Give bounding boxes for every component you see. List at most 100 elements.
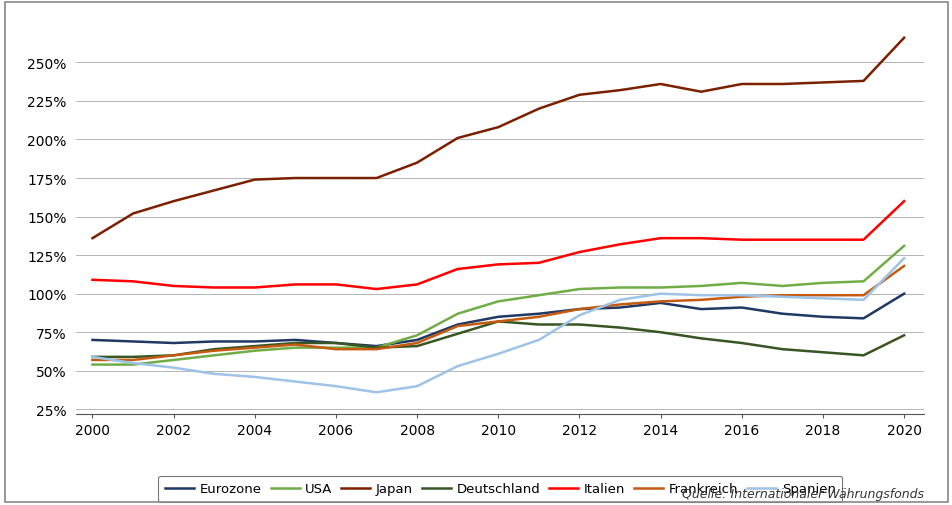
Italien: [614, 242, 625, 248]
USA: [492, 299, 504, 305]
Deutschland: [87, 354, 98, 360]
Line: Deutschland: Deutschland: [92, 322, 903, 357]
Deutschland: [411, 343, 423, 349]
Spanien: [208, 371, 220, 377]
Frankreich: [168, 352, 179, 359]
Line: Frankreich: Frankreich: [92, 267, 903, 360]
Italien: [370, 286, 382, 292]
Deutschland: [492, 319, 504, 325]
Italien: [492, 262, 504, 268]
Spanien: [695, 292, 706, 298]
USA: [654, 285, 665, 291]
Frankreich: [87, 357, 98, 363]
USA: [573, 286, 585, 292]
Deutschland: [654, 330, 665, 336]
Japan: [898, 36, 909, 42]
Spanien: [654, 291, 665, 297]
Japan: [735, 82, 746, 88]
Frankreich: [248, 345, 260, 351]
USA: [330, 345, 342, 351]
Japan: [289, 176, 301, 182]
USA: [817, 280, 828, 286]
Italien: [776, 237, 787, 243]
Deutschland: [776, 346, 787, 352]
Deutschland: [370, 345, 382, 351]
Spanien: [87, 354, 98, 360]
Japan: [370, 176, 382, 182]
USA: [776, 283, 787, 289]
Frankreich: [857, 292, 868, 298]
Spanien: [614, 297, 625, 304]
Deutschland: [532, 322, 544, 328]
Italien: [695, 236, 706, 242]
USA: [532, 292, 544, 298]
Spanien: [330, 383, 342, 389]
Eurozone: [573, 307, 585, 313]
Spanien: [532, 337, 544, 343]
USA: [248, 348, 260, 354]
Italien: [735, 237, 746, 243]
Deutschland: [289, 340, 301, 346]
Eurozone: [857, 316, 868, 322]
Eurozone: [898, 291, 909, 297]
Frankreich: [654, 299, 665, 305]
Spanien: [370, 389, 382, 395]
Spanien: [289, 379, 301, 385]
USA: [451, 311, 463, 317]
Deutschland: [898, 333, 909, 339]
Deutschland: [208, 346, 220, 352]
Japan: [87, 236, 98, 242]
Deutschland: [614, 325, 625, 331]
Deutschland: [168, 352, 179, 359]
Eurozone: [87, 337, 98, 343]
Spanien: [248, 374, 260, 380]
Eurozone: [128, 339, 139, 345]
Frankreich: [614, 302, 625, 308]
Frankreich: [817, 292, 828, 298]
Eurozone: [614, 305, 625, 311]
Frankreich: [735, 294, 746, 300]
Japan: [492, 125, 504, 131]
USA: [857, 279, 868, 285]
Deutschland: [695, 336, 706, 342]
Italien: [128, 279, 139, 285]
USA: [370, 345, 382, 351]
Spanien: [735, 292, 746, 298]
Japan: [451, 136, 463, 142]
Italien: [817, 237, 828, 243]
Japan: [208, 188, 220, 194]
Italien: [411, 282, 423, 288]
Japan: [248, 177, 260, 183]
Eurozone: [248, 339, 260, 345]
USA: [128, 362, 139, 368]
Eurozone: [532, 311, 544, 317]
Eurozone: [492, 314, 504, 320]
Spanien: [898, 256, 909, 262]
Deutschland: [573, 322, 585, 328]
Eurozone: [370, 343, 382, 349]
Italien: [208, 285, 220, 291]
Italien: [451, 267, 463, 273]
Eurozone: [817, 314, 828, 320]
Line: Italien: Italien: [92, 202, 903, 289]
Frankreich: [898, 264, 909, 270]
Frankreich: [370, 346, 382, 352]
Spanien: [168, 365, 179, 371]
USA: [695, 283, 706, 289]
Frankreich: [208, 348, 220, 354]
USA: [411, 333, 423, 339]
Frankreich: [411, 340, 423, 346]
USA: [614, 285, 625, 291]
Spanien: [776, 294, 787, 300]
Spanien: [817, 295, 828, 301]
Deutschland: [128, 354, 139, 360]
Japan: [532, 107, 544, 113]
Eurozone: [776, 311, 787, 317]
Japan: [776, 82, 787, 88]
USA: [168, 357, 179, 363]
Japan: [614, 88, 625, 94]
Frankreich: [289, 342, 301, 348]
Frankreich: [451, 323, 463, 329]
USA: [87, 362, 98, 368]
Eurozone: [289, 337, 301, 343]
